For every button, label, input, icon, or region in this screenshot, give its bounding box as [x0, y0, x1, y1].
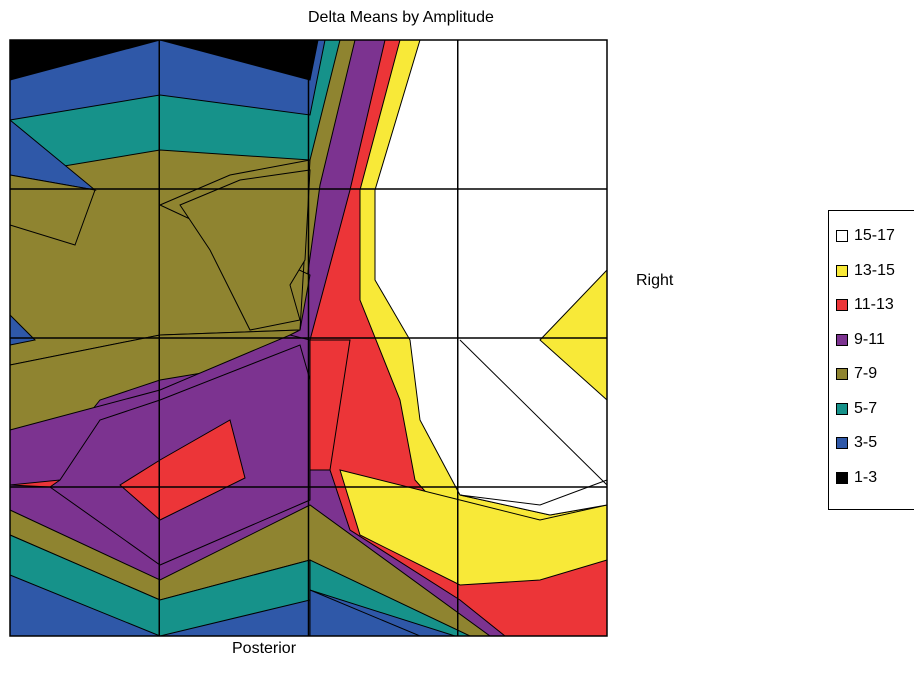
chart-title: Delta Means by Amplitude: [308, 9, 494, 26]
legend-label: 7-9: [854, 365, 878, 383]
legend-item: 5-7: [836, 392, 914, 427]
legend-label: 1-3: [854, 468, 878, 486]
legend: 15-17 13-15 11-13 9-11 7-9 5-7 3-5 1-3: [828, 210, 914, 510]
legend-swatch: [836, 299, 848, 312]
contour-edge-diagonal: [459, 339, 608, 486]
legend-label: 15-17: [854, 227, 895, 245]
legend-swatch: [836, 264, 848, 277]
legend-item: 7-9: [836, 357, 914, 392]
legend-label: 9-11: [854, 330, 885, 348]
legend-label: 3-5: [854, 434, 878, 452]
legend-swatch: [836, 368, 848, 381]
plot-grid: [10, 40, 608, 636]
plot-frame: [9, 39, 608, 637]
legend-item: 15-17: [836, 219, 914, 254]
legend-item: 11-13: [836, 288, 914, 323]
legend-swatch: [836, 437, 848, 450]
x-axis-label: Posterior: [232, 640, 297, 657]
legend-item: 3-5: [836, 426, 914, 461]
contour-patch-11-13-8: [309, 339, 351, 471]
legend-swatch: [836, 471, 848, 484]
legend-item: 9-11: [836, 323, 914, 358]
legend-swatch: [836, 333, 848, 346]
side-label: Right: [636, 272, 674, 289]
legend-label: 13-15: [854, 261, 895, 279]
legend-label: 5-7: [854, 399, 878, 417]
legend-label: 11-13: [854, 296, 894, 314]
legend-item: 13-15: [836, 254, 914, 289]
legend-swatch: [836, 230, 848, 243]
contour-patch-11-13-5: [119, 419, 246, 521]
contour-patch-7-9-2: [179, 169, 311, 331]
legend-swatch: [836, 402, 848, 415]
legend-item: 1-3: [836, 461, 914, 496]
